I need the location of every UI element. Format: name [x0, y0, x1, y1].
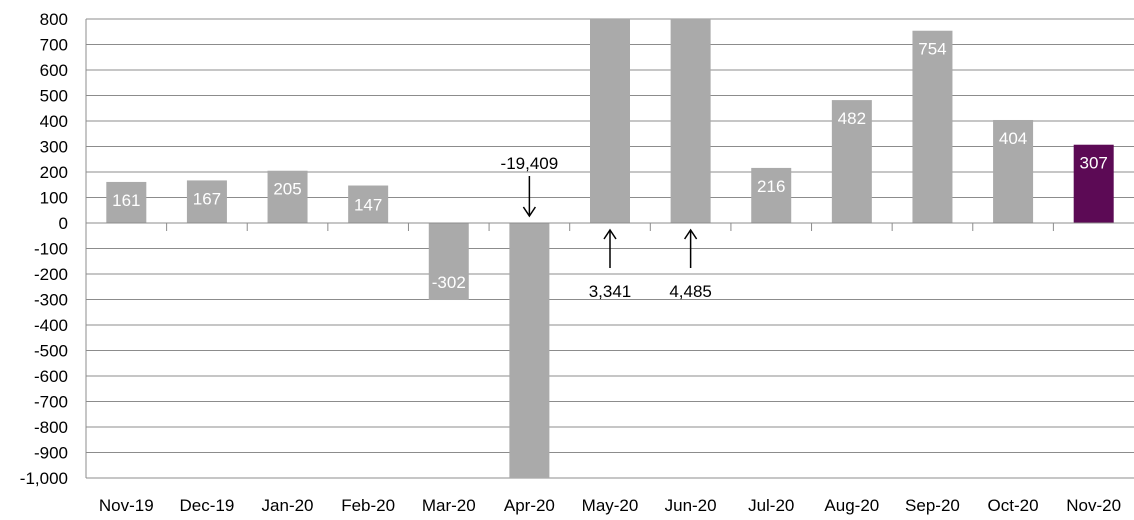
y-tick-label: 100: [40, 189, 68, 208]
bar-nov-19: [106, 181, 147, 223]
x-tick-label: Aug-20: [824, 496, 879, 515]
x-tick-label: May-20: [582, 496, 639, 515]
data-label: 482: [838, 109, 866, 128]
annotation-apr-20: -19,409: [501, 154, 559, 218]
arrow-head-icon: [522, 206, 537, 218]
y-tick-label: 400: [40, 112, 68, 131]
data-label: 754: [918, 40, 946, 59]
x-tick-label: Sep-20: [905, 496, 960, 515]
x-tick-label: Feb-20: [341, 496, 395, 515]
y-tick-label: 300: [40, 138, 68, 157]
y-tick-label: -500: [34, 342, 68, 361]
y-tick-label: -1,000: [20, 469, 68, 488]
arrow-head-icon: [683, 228, 698, 240]
annotations: -19,409 3,341 4,485: [501, 154, 712, 301]
x-tick-label: Mar-20: [422, 496, 476, 515]
bar-sep-20: [912, 30, 953, 224]
bar-nov-20: [1073, 144, 1114, 223]
bar-oct-20: [993, 119, 1034, 223]
y-tick-label: -900: [34, 444, 68, 463]
y-tick-label: -100: [34, 240, 68, 259]
bar-dec-19: [186, 180, 227, 223]
data-labels: 161 167 205 147 -302 216 482 754 404 307: [112, 40, 1108, 292]
annotation-jun-20: 4,485: [669, 228, 712, 301]
bar-jul-20: [751, 167, 792, 223]
y-tick-label: 200: [40, 163, 68, 182]
data-label: 167: [193, 189, 221, 208]
arrow-head-icon: [603, 228, 617, 240]
data-label: 147: [354, 195, 382, 214]
x-tick-label: Apr-20: [504, 496, 555, 515]
x-tick-label: Jun-20: [665, 496, 717, 515]
x-tick-label: Oct-20: [988, 496, 1039, 515]
y-tick-label: 800: [40, 10, 68, 29]
x-tick-label: Nov-20: [1066, 496, 1121, 515]
axes: 800 700 600 500 400 300 200 100 0 -100 -200 -300 -40…: [20, 10, 1134, 515]
gridlines: [86, 18, 1134, 479]
bar-apr-20: [509, 223, 550, 478]
x-tick-label: Dec-19: [180, 496, 235, 515]
y-tick-label: -300: [34, 291, 68, 310]
bars: [106, 19, 1114, 478]
bar-aug-20: [831, 100, 872, 223]
x-tick-label: Jan-20: [262, 496, 314, 515]
data-label: -302: [432, 273, 466, 292]
y-tick-label: 700: [40, 36, 68, 55]
annotation-label: 3,341: [589, 282, 632, 301]
bar-jan-20: [267, 170, 308, 223]
y-tick-label: -700: [34, 393, 68, 412]
y-tick-label: 600: [40, 61, 68, 80]
x-tick-label: Jul-20: [748, 496, 794, 515]
bar-jun-20: [670, 19, 711, 223]
y-tick-label: -800: [34, 418, 68, 437]
y-tick-label: -200: [34, 265, 68, 284]
annotation-may-20: 3,341: [589, 228, 632, 301]
y-tick-label: 0: [59, 214, 68, 233]
annotation-label: -19,409: [501, 154, 559, 173]
data-label: 404: [999, 129, 1027, 148]
annotation-label: 4,485: [669, 282, 712, 301]
data-label: 205: [273, 180, 301, 199]
y-tick-label: -600: [34, 367, 68, 386]
bar-may-20: [590, 19, 630, 223]
data-label: 161: [112, 191, 140, 210]
bar-feb-20: [348, 185, 389, 223]
x-tick-label: Nov-19: [99, 496, 154, 515]
y-tick-label: 500: [40, 87, 68, 106]
data-label: 216: [757, 177, 785, 196]
bar-mar-20: [428, 223, 469, 301]
y-tick-label: -400: [34, 316, 68, 335]
data-label: 307: [1080, 154, 1108, 173]
